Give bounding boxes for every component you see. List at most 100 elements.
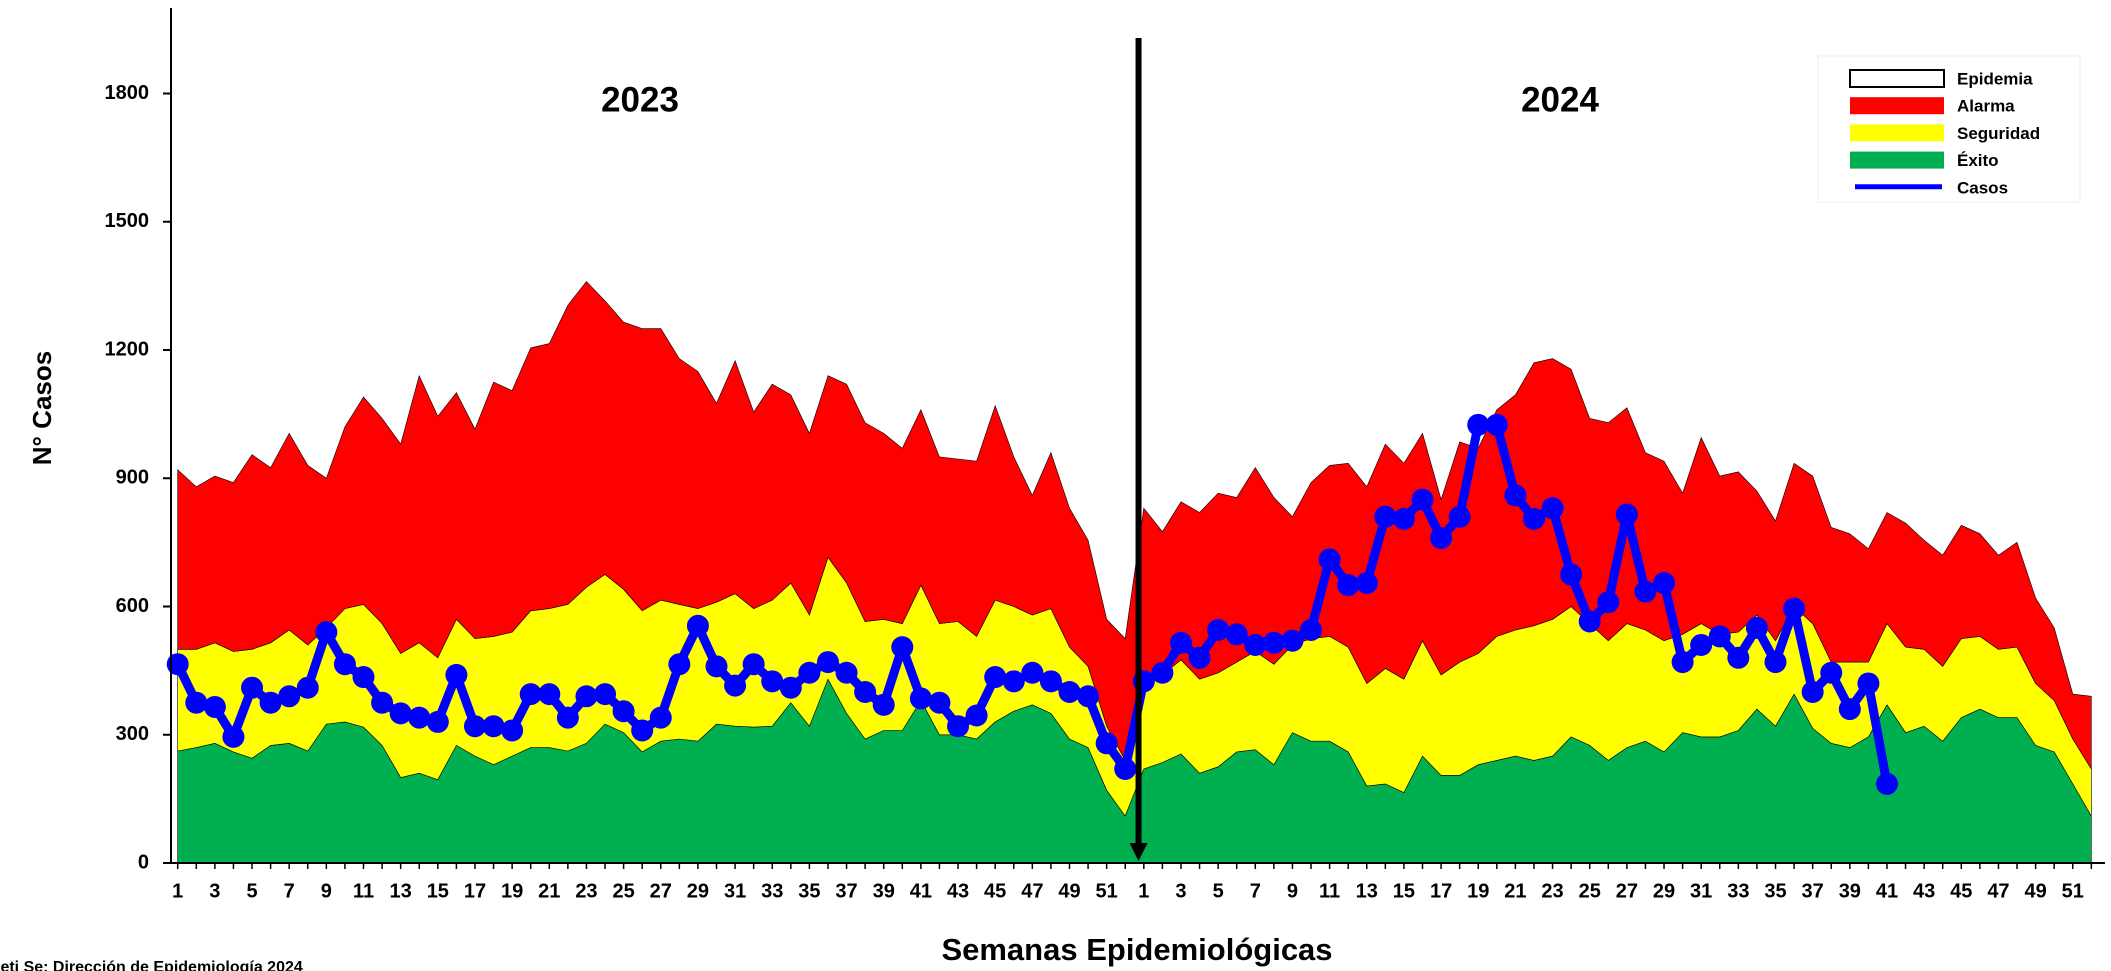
legend-label: Alarma xyxy=(1957,97,2015,116)
x-tick-label: 43 xyxy=(1913,880,1935,902)
cases-point xyxy=(1801,681,1824,703)
cases-point xyxy=(761,670,784,693)
legend-label: Seguridad xyxy=(1957,124,2040,143)
cases-point xyxy=(575,685,598,708)
y-tick-label: 900 xyxy=(116,467,149,489)
cases-point xyxy=(1430,527,1453,550)
cases-point xyxy=(371,691,394,714)
cases-point xyxy=(166,653,189,676)
legend-swatch xyxy=(1849,69,1945,88)
legend-label: Éxito xyxy=(1957,151,1999,170)
x-tick-label: 33 xyxy=(1727,880,1749,902)
x-tick-label: 1 xyxy=(172,880,183,902)
cases-point xyxy=(649,706,672,729)
cases-point xyxy=(1467,413,1490,436)
cases-point xyxy=(705,655,728,678)
cases-point xyxy=(1875,772,1898,795)
x-tick-label: 21 xyxy=(538,880,560,902)
y-tick-label: 300 xyxy=(116,723,149,745)
x-tick-label: 9 xyxy=(1287,880,1298,902)
cases-point xyxy=(1095,732,1118,755)
cases-point xyxy=(1281,629,1304,652)
x-tick-label: 49 xyxy=(1058,880,1080,902)
cases-point xyxy=(947,715,970,738)
cases-point xyxy=(1634,580,1657,603)
cases-point xyxy=(1783,597,1806,620)
x-tick-label: 27 xyxy=(650,880,672,902)
cases-point xyxy=(1300,619,1323,642)
cases-point xyxy=(1151,661,1174,684)
cases-point xyxy=(1838,698,1861,721)
cases-point xyxy=(1169,631,1192,654)
cases-point xyxy=(1225,623,1248,646)
legend-swatch xyxy=(1850,97,1944,115)
x-tick-label: 15 xyxy=(1393,880,1415,902)
x-tick-label: 13 xyxy=(390,880,412,902)
x-tick-label: 47 xyxy=(1987,880,2009,902)
y-tick-label: 1500 xyxy=(105,210,150,232)
x-tick-label: 45 xyxy=(984,880,1006,902)
cases-point xyxy=(352,666,375,689)
x-tick-label: 33 xyxy=(761,880,783,902)
cases-point xyxy=(1077,685,1100,708)
y-tick-label: 1800 xyxy=(105,82,150,104)
x-tick-label: 45 xyxy=(1950,880,1972,902)
cases-point xyxy=(259,691,282,714)
cases-point xyxy=(1355,571,1378,594)
x-tick-label: 43 xyxy=(947,880,969,902)
cases-point xyxy=(538,683,561,706)
x-tick-label: 37 xyxy=(1802,880,1824,902)
cases-point xyxy=(1504,484,1527,507)
cases-point xyxy=(1690,633,1713,656)
x-tick-label: 31 xyxy=(1690,880,1712,902)
cases-point xyxy=(482,715,505,738)
x-tick-label: 17 xyxy=(1430,880,1452,902)
legend-swatch xyxy=(1850,151,1944,169)
cases-point xyxy=(1820,661,1843,684)
cases-point xyxy=(1002,670,1025,693)
cases-point xyxy=(1560,563,1583,586)
x-tick-label: 19 xyxy=(1467,880,1489,902)
cases-point xyxy=(984,666,1007,689)
cases-point xyxy=(1244,633,1267,656)
x-tick-label: 5 xyxy=(1213,880,1224,902)
cases-point xyxy=(872,693,895,716)
x-tick-label: 25 xyxy=(1579,880,1601,902)
cases-point xyxy=(519,683,542,706)
cases-point xyxy=(1114,757,1137,780)
x-tick-label: 27 xyxy=(1616,880,1638,902)
x-axis-label: Semanas Epidemiológicas xyxy=(941,932,1332,967)
x-tick-label: 5 xyxy=(246,880,257,902)
cases-point xyxy=(1671,651,1694,674)
cases-point xyxy=(1411,488,1434,511)
cases-point xyxy=(724,674,747,697)
cases-point xyxy=(426,710,449,733)
cases-point xyxy=(1653,571,1676,594)
cases-point xyxy=(222,725,245,748)
cases-point xyxy=(742,653,765,676)
x-tick-label: 7 xyxy=(284,880,295,902)
cases-point xyxy=(779,676,802,699)
legend-label: Casos xyxy=(1957,178,2008,197)
x-tick-label: 11 xyxy=(1319,880,1340,902)
area-band xyxy=(177,281,2092,771)
cases-point xyxy=(501,719,524,742)
cases-point xyxy=(1485,413,1508,436)
x-tick-label: 31 xyxy=(724,880,746,902)
x-tick-label: 9 xyxy=(321,880,332,902)
cases-point xyxy=(389,702,412,725)
x-tick-label: 23 xyxy=(575,880,597,902)
cases-point xyxy=(1745,616,1768,639)
cases-point xyxy=(668,653,691,676)
x-tick-label: 13 xyxy=(1356,880,1378,902)
cases-point xyxy=(1448,505,1471,528)
cases-point xyxy=(1207,619,1230,642)
x-tick-label: 35 xyxy=(1764,880,1786,902)
x-tick-label: 41 xyxy=(910,880,932,902)
cases-point xyxy=(909,687,932,710)
x-tick-label: 25 xyxy=(612,880,634,902)
cases-point xyxy=(1578,610,1601,633)
legend-label: Epidemia xyxy=(1957,69,2033,88)
cases-point xyxy=(185,691,208,714)
